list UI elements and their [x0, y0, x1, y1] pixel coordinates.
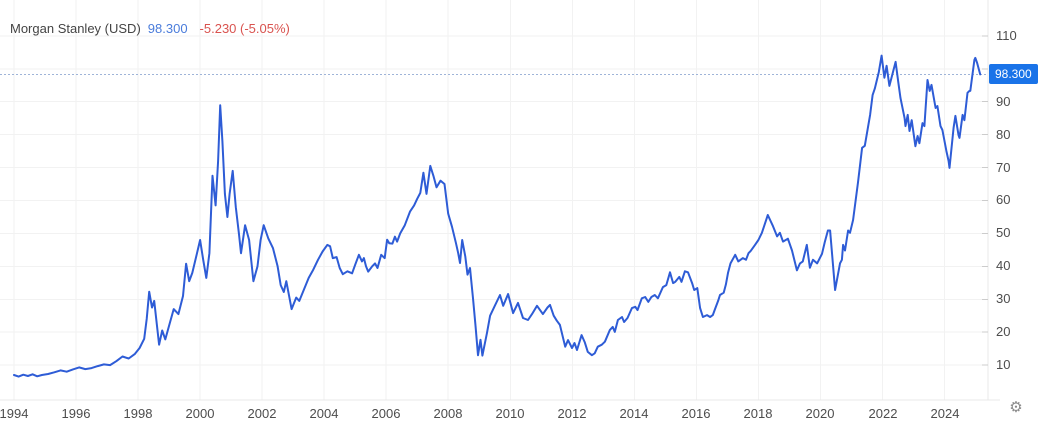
y-axis-label: 40 [996, 258, 1011, 273]
x-axis-label: 2016 [681, 406, 711, 421]
x-axis-label: 2008 [433, 406, 463, 421]
x-axis-label: 2020 [805, 406, 835, 421]
y-axis-label: 10 [996, 357, 1011, 372]
x-axis-label: 2022 [868, 406, 898, 421]
y-axis-label: 80 [996, 127, 1011, 142]
x-axis-label: 2010 [495, 406, 525, 421]
y-axis-label: 90 [996, 94, 1011, 109]
y-axis-label: 70 [996, 160, 1011, 175]
instrument-title: Morgan Stanley (USD) [10, 21, 141, 36]
x-axis-label: 1994 [0, 406, 29, 421]
y-axis-label: 60 [996, 192, 1011, 207]
price-change-value: -5.230 (-5.05%) [199, 21, 290, 36]
y-axis-label: 50 [996, 225, 1011, 240]
last-price-value: 98.300 [147, 21, 188, 36]
y-axis-label: 20 [996, 324, 1011, 339]
x-axis-label: 2024 [930, 406, 960, 421]
x-axis-label: 1998 [123, 406, 153, 421]
x-axis-label: 2006 [371, 406, 401, 421]
x-axis-label: 2018 [743, 406, 773, 421]
chart-header: Morgan Stanley (USD) 98.300 -5.230 (-5.05%… [10, 21, 290, 36]
x-axis-label: 2000 [185, 406, 215, 421]
y-axis-label: 30 [996, 291, 1011, 306]
settings-gear-icon[interactable]: ⚙ [1009, 399, 1023, 416]
x-axis-label: 2002 [247, 406, 277, 421]
price-line-series [13, 54, 982, 378]
x-axis-label: 2012 [557, 406, 587, 421]
x-axis-label: 2014 [619, 406, 649, 421]
x-axis-label: 1996 [61, 406, 91, 421]
y-axis-label: 110 [996, 28, 1017, 43]
last-price-badge: 98.300 [989, 64, 1038, 84]
x-axis-label: 2004 [309, 406, 339, 421]
